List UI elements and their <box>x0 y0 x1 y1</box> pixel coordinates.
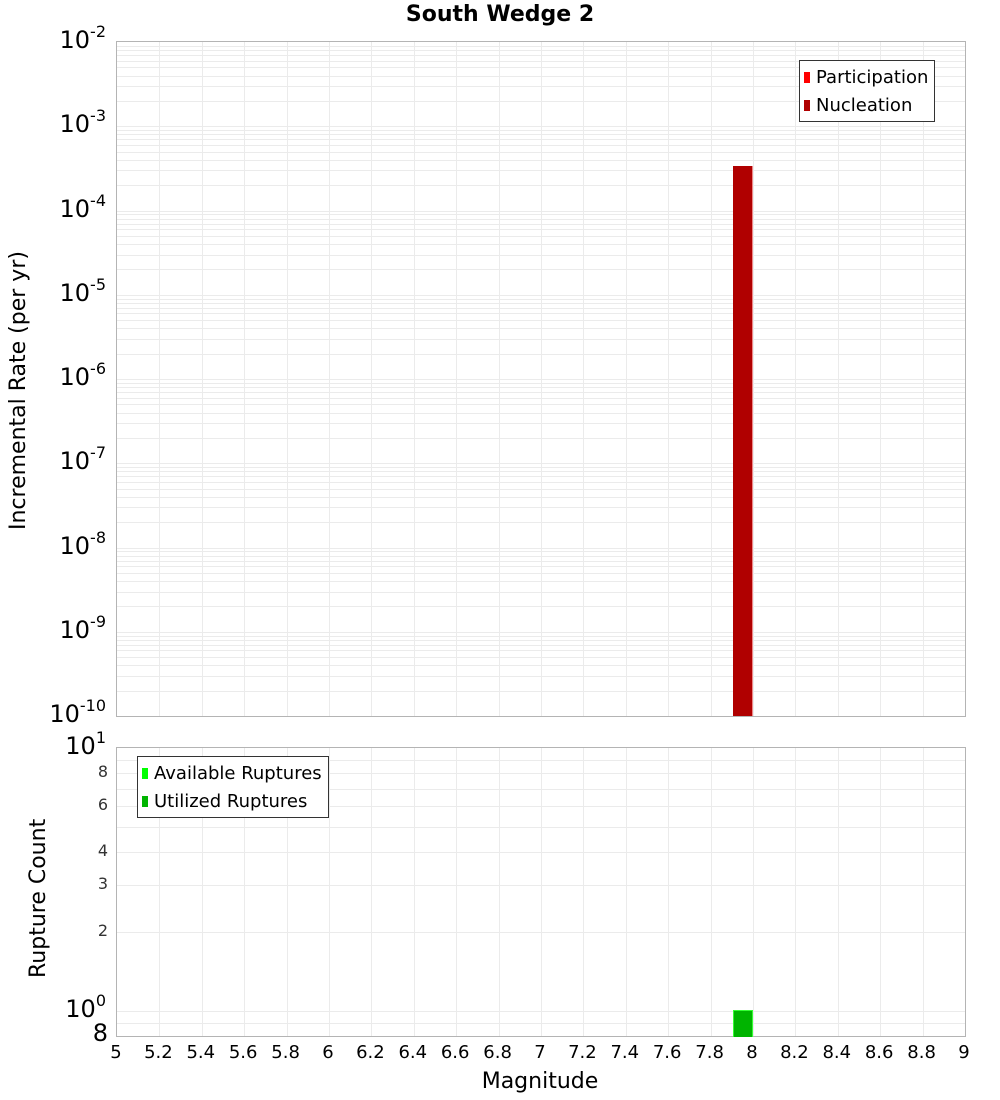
utilized-swatch-icon <box>142 795 148 807</box>
x-tick-label: 7 <box>534 1042 546 1063</box>
bottom-legend: Available Ruptures Utilized Ruptures <box>137 756 329 818</box>
x-tick-label: 8.4 <box>822 1042 852 1063</box>
x-tick-label: 7.4 <box>610 1042 640 1063</box>
x-tick-label: 8.2 <box>780 1042 809 1063</box>
x-tick-label: 8.8 <box>907 1042 936 1063</box>
y-tick-label: 10-2 <box>59 22 107 54</box>
legend-label: Available Ruptures <box>154 762 322 784</box>
bottom-grid <box>117 748 965 1036</box>
x-tick-label: 5.6 <box>228 1042 258 1063</box>
y-tick-label: 8 <box>92 1019 108 1047</box>
x-tick-label: 6.2 <box>356 1042 385 1063</box>
y-tick-label: 100 <box>65 990 106 1023</box>
x-tick-label: 7.6 <box>652 1042 682 1063</box>
nucleation-swatch-icon <box>804 99 810 111</box>
x-tick-label: 7.8 <box>695 1042 724 1063</box>
top-grid <box>117 42 965 716</box>
y-tick-label: 10-5 <box>59 274 107 307</box>
bottom-plot-area: Available Ruptures Utilized Ruptures <box>116 747 966 1037</box>
y-tick-label: 2 <box>97 920 108 940</box>
x-tick-label: 9 <box>958 1042 970 1063</box>
legend-label: Nucleation <box>816 94 913 116</box>
x-tick-label: 6.4 <box>398 1042 428 1063</box>
x-tick-label: 8 <box>746 1042 758 1063</box>
y-tick-label: 10-6 <box>59 359 107 391</box>
y-tick-label: 10-4 <box>59 190 107 223</box>
y-tick-label: 6 <box>97 795 108 815</box>
y-tick-label: 10-10 <box>49 696 106 728</box>
legend-item-utilized: Utilized Ruptures <box>142 787 322 815</box>
legend-label: Utilized Ruptures <box>154 790 308 812</box>
x-tick-label: 7.2 <box>568 1042 597 1063</box>
y-tick-label: 10-8 <box>59 527 107 560</box>
x-tick-label: 5.8 <box>271 1042 300 1063</box>
top-legend: Participation Nucleation <box>799 60 936 122</box>
x-axis-label: Magnitude <box>481 1069 599 1094</box>
utilized-ruptures-bar <box>733 1010 753 1037</box>
y-tick-label: 4 <box>97 841 108 861</box>
y-tick-label: 8 <box>97 762 108 782</box>
y-tick-label: 10-7 <box>59 443 107 476</box>
chart-title: South Wedge 2 <box>405 2 595 27</box>
legend-label: Participation <box>816 66 929 88</box>
y-tick-label: 10-9 <box>59 611 107 644</box>
x-tick-label: 6 <box>322 1042 334 1063</box>
legend-item-nucleation: Nucleation <box>804 91 928 119</box>
y-tick-label: 10-3 <box>59 106 107 139</box>
x-tick-label: 8.6 <box>864 1042 894 1063</box>
x-tick-label: 5 <box>110 1042 122 1063</box>
x-tick-label: 6.6 <box>440 1042 470 1063</box>
legend-item-participation: Participation <box>804 63 928 91</box>
top-plot-area: Participation Nucleation <box>116 41 966 717</box>
y-tick-label: 3 <box>97 874 108 894</box>
y-tick-label: 101 <box>65 728 106 760</box>
x-tick-label: 6.8 <box>483 1042 512 1063</box>
x-tick-label: 5.2 <box>144 1042 173 1063</box>
x-tick-label: 5.4 <box>186 1042 216 1063</box>
participation-swatch-icon <box>804 71 810 83</box>
legend-item-available: Available Ruptures <box>142 759 322 787</box>
nucleation-bar <box>733 166 753 716</box>
available-swatch-icon <box>142 767 148 779</box>
